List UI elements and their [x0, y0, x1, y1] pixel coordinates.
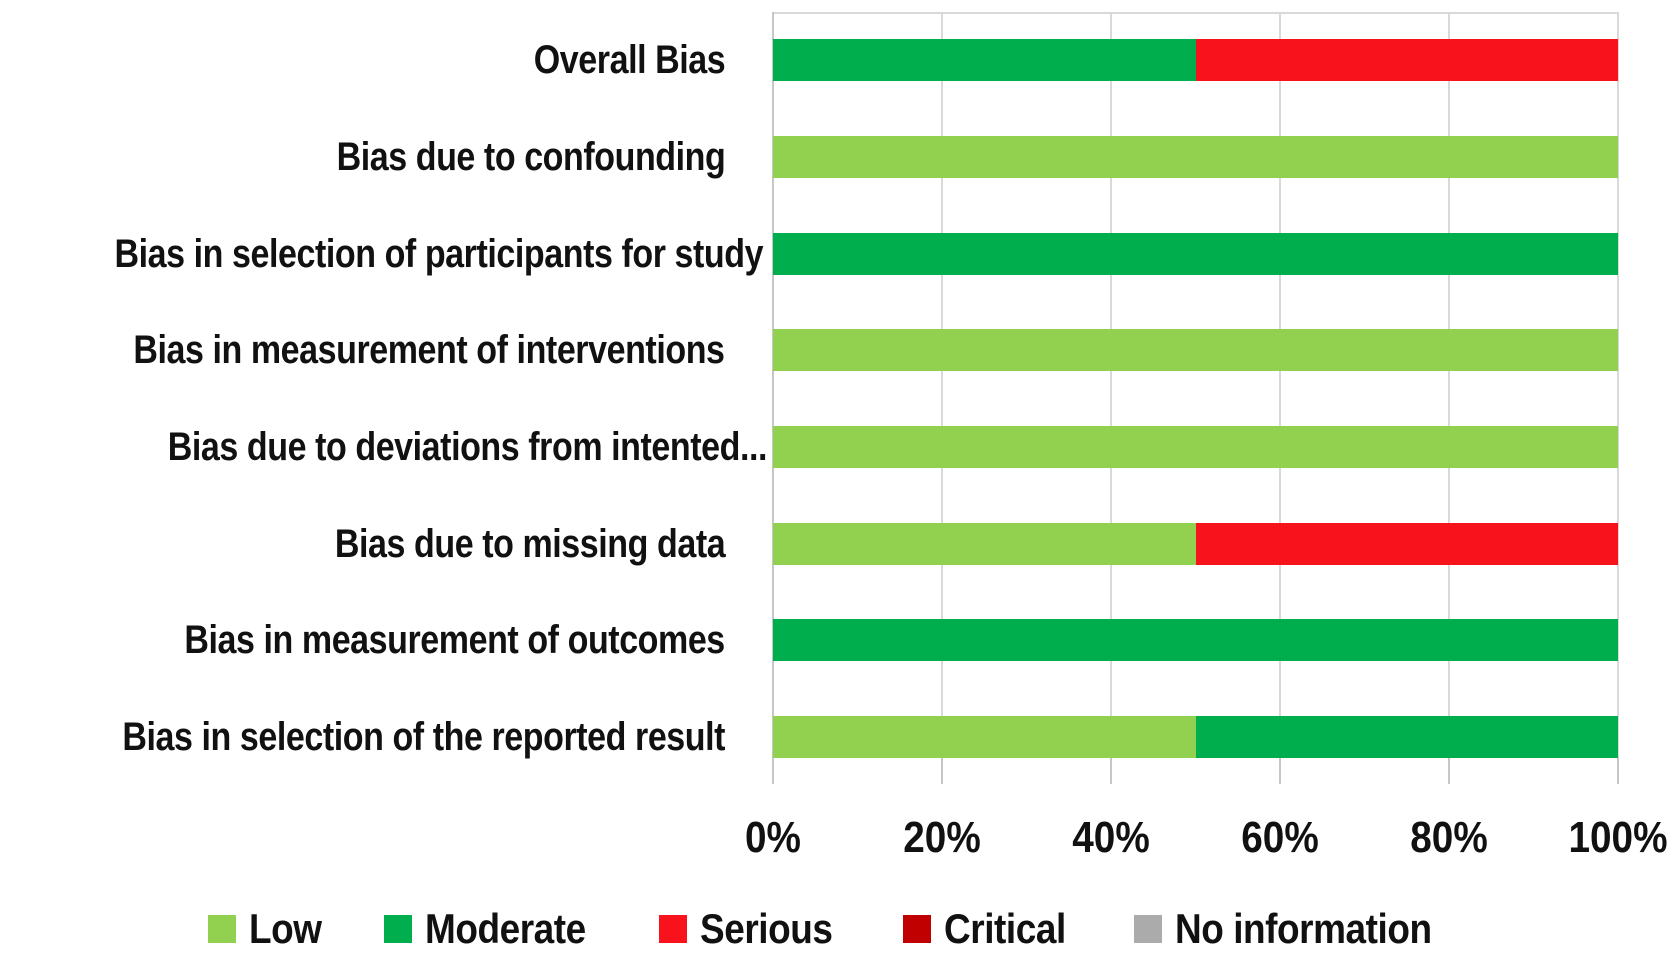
gridline [1617, 12, 1619, 758]
bar-track [773, 136, 1618, 179]
bar-track [773, 39, 1618, 82]
category-label: Bias due to deviations from intented... [167, 425, 768, 470]
legend-swatch [208, 914, 237, 943]
category-rows: Overall Bias Bias due to confounding Bia… [0, 12, 1675, 786]
legend-swatch [383, 914, 412, 943]
axis-tick [1448, 758, 1450, 784]
gridline [941, 12, 943, 758]
category-label: Bias due to missing data [334, 521, 726, 566]
x-tick-label: 80% [1410, 813, 1488, 862]
bar-track [773, 426, 1618, 469]
legend-label: Moderate [424, 904, 586, 952]
legend-item-moderate: Moderate [383, 904, 608, 952]
category-label: Bias in measurement of interventions [133, 328, 726, 373]
gridline [1448, 12, 1450, 758]
plot-area [772, 12, 1619, 784]
table-row: Overall Bias [0, 12, 1675, 109]
axis-tick [941, 758, 943, 784]
x-tick-label: 60% [1241, 813, 1319, 862]
bar-segment-moderate [773, 39, 1196, 82]
x-tick-label: 0% [745, 813, 801, 862]
table-row: Bias in measurement of interventions [0, 302, 1675, 399]
bar-segment-moderate [773, 619, 1618, 662]
bar-track [773, 619, 1618, 662]
table-row: Bias in selection of the reported result [0, 689, 1675, 786]
gridline [1279, 12, 1281, 758]
y-axis-line [772, 12, 774, 758]
legend: Low Moderate Serious Critical No information [0, 900, 1675, 957]
bar-segment-moderate [773, 232, 1618, 275]
x-tick-label: 100% [1568, 813, 1668, 862]
table-row: Bias due to confounding [0, 109, 1675, 206]
bar-track [773, 522, 1618, 565]
bar-segment-low [773, 522, 1196, 565]
legend-swatch [902, 914, 931, 943]
legend-swatch [1134, 914, 1163, 943]
table-row: Bias due to missing data [0, 495, 1675, 592]
legend-item-low: Low [208, 904, 331, 952]
legend-swatch [659, 914, 688, 943]
axis-tick [1110, 758, 1112, 784]
bar-segment-low [773, 329, 1618, 372]
bar-segment-serious [1195, 522, 1618, 565]
bar-track [773, 716, 1618, 759]
legend-label: No information [1175, 904, 1432, 952]
x-tick-label: 40% [1072, 813, 1150, 862]
gridline [1110, 12, 1112, 758]
legend-item-no-information: No information [1134, 904, 1467, 952]
bar-track [773, 329, 1618, 372]
table-row: Bias in measurement of outcomes [0, 592, 1675, 689]
bar-segment-low [773, 426, 1618, 469]
category-label: Bias in selection of the reported result [122, 715, 725, 760]
legend-label: Serious [700, 904, 833, 952]
bar-segment-low [773, 716, 1196, 759]
legend-item-critical: Critical [902, 904, 1082, 952]
category-label: Bias in selection of participants for st… [114, 231, 764, 276]
axis-tick [1617, 758, 1619, 784]
category-label: Bias due to confounding [336, 135, 725, 180]
category-label: Bias in measurement of outcomes [184, 618, 726, 663]
table-row: Bias in selection of participants for st… [0, 205, 1675, 302]
category-label: Overall Bias [533, 38, 726, 83]
bar-segment-moderate [1195, 716, 1618, 759]
bar-track [773, 232, 1618, 275]
legend-label: Critical [943, 904, 1066, 952]
legend-item-serious: Serious [659, 904, 851, 952]
plot-top-border [773, 12, 1618, 14]
x-tick-label: 20% [903, 813, 981, 862]
table-row: Bias due to deviations from intented... [0, 399, 1675, 496]
axis-tick [772, 758, 774, 784]
bar-segment-low [773, 136, 1618, 179]
bar-segment-serious [1195, 39, 1618, 82]
legend-label: Low [249, 904, 322, 952]
axis-tick [1279, 758, 1281, 784]
